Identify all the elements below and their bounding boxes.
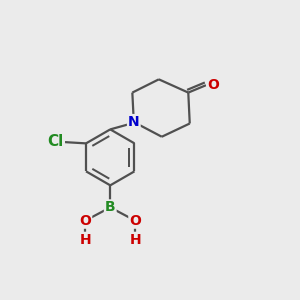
Text: Cl: Cl [48, 134, 64, 149]
Text: O: O [129, 214, 141, 228]
Text: H: H [80, 233, 91, 247]
Text: B: B [105, 200, 116, 214]
Text: O: O [207, 78, 219, 92]
Text: H: H [130, 233, 141, 247]
Text: O: O [79, 214, 91, 228]
Text: N: N [128, 115, 140, 129]
